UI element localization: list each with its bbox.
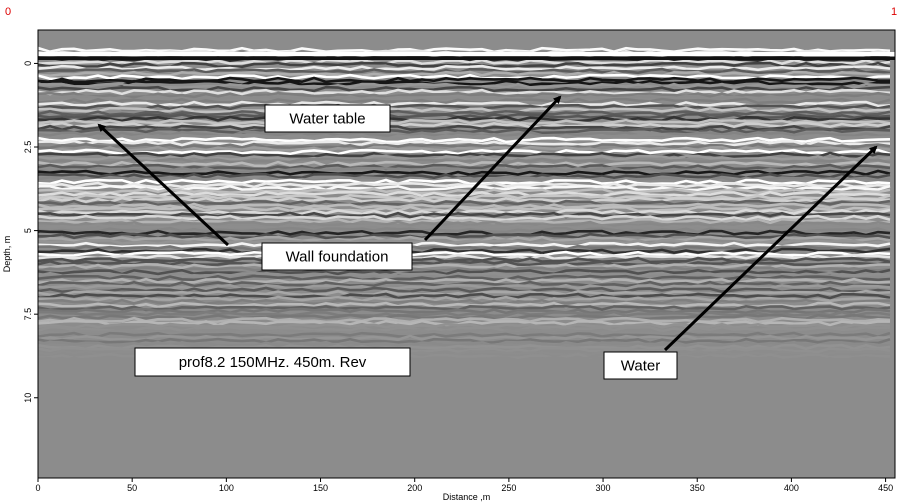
texture-band <box>38 160 891 168</box>
x-axis-label: Distance ,m <box>443 492 491 502</box>
texture-band <box>38 322 891 330</box>
texture-band <box>38 289 891 297</box>
annotation-box <box>603 351 678 380</box>
texture-band <box>38 109 891 117</box>
annotation-box <box>264 104 391 133</box>
texture-band <box>38 313 891 321</box>
texture-band <box>38 73 891 81</box>
texture-band <box>38 337 891 345</box>
annotation-text: Water <box>621 358 660 375</box>
x-tick-label: 0 <box>35 483 40 493</box>
annotation-text: Water table <box>289 111 365 128</box>
texture-band <box>38 235 891 243</box>
x-tick-label: 250 <box>501 483 516 493</box>
texture-band <box>38 199 891 207</box>
texture-band <box>38 175 891 183</box>
x-tick-label: 300 <box>596 483 611 493</box>
x-tick-label: 350 <box>690 483 705 493</box>
surface-band <box>38 57 895 60</box>
annotation-box <box>134 347 411 377</box>
texture-band <box>38 343 891 351</box>
x-tick-label: 450 <box>878 483 893 493</box>
texture-band <box>38 307 891 315</box>
y-tick-label: 10 <box>23 393 33 403</box>
x-tick-label: 50 <box>127 483 137 493</box>
texture-band <box>38 64 891 72</box>
annotation-box <box>261 242 413 271</box>
y-tick-label: 0 <box>23 61 33 66</box>
texture-band <box>38 118 891 126</box>
texture-band <box>38 232 891 240</box>
texture-band <box>38 79 891 87</box>
texture-band <box>38 253 891 261</box>
annotation: Wall foundation <box>261 242 413 271</box>
texture-band <box>38 181 891 189</box>
plot-frame <box>37 29 896 479</box>
x-tick-label: 100 <box>219 483 234 493</box>
texture-band <box>38 262 891 270</box>
annotation: Water table <box>264 104 391 133</box>
arrows <box>97 95 878 352</box>
texture-band <box>38 325 891 333</box>
annotation: Water <box>603 351 678 380</box>
texture-band <box>38 226 891 234</box>
texture-band <box>38 127 891 135</box>
annotation-text: Wall foundation <box>286 249 389 266</box>
texture-band <box>38 274 891 282</box>
y-axis-label: Depth, m <box>2 236 12 273</box>
texture-band <box>38 328 891 336</box>
texture-band <box>38 178 891 186</box>
arrow <box>663 145 878 352</box>
texture-band <box>38 316 891 324</box>
texture-band <box>38 91 891 99</box>
texture-band <box>38 214 891 222</box>
texture-band <box>38 133 891 141</box>
texture-band <box>38 193 891 201</box>
texture-band <box>38 70 891 78</box>
x-tick-label: 400 <box>784 483 799 493</box>
x-tick-label: 200 <box>407 483 422 493</box>
texture-band <box>38 154 891 162</box>
texture-band <box>38 97 891 105</box>
surface-band <box>38 52 895 56</box>
texture-band <box>38 82 891 90</box>
arrow <box>423 95 562 242</box>
texture-band <box>38 148 891 156</box>
texture-band <box>38 169 891 177</box>
texture-band <box>38 265 891 273</box>
texture-band <box>38 121 891 129</box>
annotation-text: prof8.2 150MHz. 450m. Rev <box>179 354 367 371</box>
texture-band <box>38 256 891 264</box>
y-tick-label: 7.5 <box>23 308 33 321</box>
texture-band <box>38 103 891 111</box>
y-tick-label: 2.5 <box>23 141 33 154</box>
texture-band <box>38 286 891 294</box>
y-tick-label: 5 <box>23 228 33 233</box>
texture-band <box>38 139 891 147</box>
texture-band <box>38 238 891 246</box>
annotation: prof8.2 150MHz. 450m. Rev <box>134 347 411 377</box>
arrow <box>97 123 230 247</box>
texture-band <box>38 292 891 300</box>
top-label: 1 <box>891 6 897 18</box>
texture-band <box>38 190 891 198</box>
top-label: 0 <box>5 6 11 18</box>
texture-band <box>38 277 891 285</box>
texture-band <box>38 283 891 291</box>
x-tick-label: 150 <box>313 483 328 493</box>
